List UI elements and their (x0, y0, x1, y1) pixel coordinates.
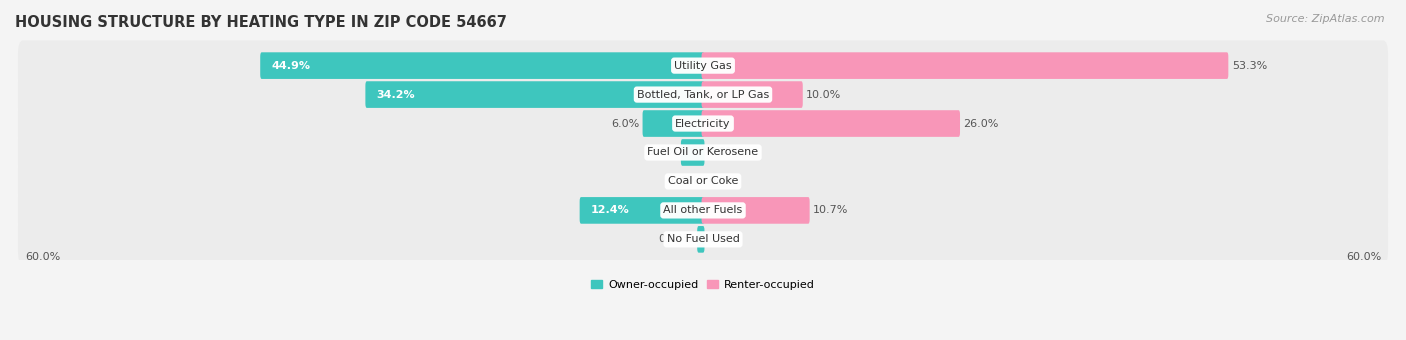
FancyBboxPatch shape (18, 185, 1388, 236)
Text: No Fuel Used: No Fuel Used (666, 234, 740, 244)
FancyBboxPatch shape (18, 156, 1388, 207)
FancyBboxPatch shape (366, 81, 704, 108)
FancyBboxPatch shape (643, 110, 704, 137)
Text: 12.4%: 12.4% (591, 205, 630, 216)
Text: 26.0%: 26.0% (963, 119, 998, 129)
Text: Utility Gas: Utility Gas (675, 61, 731, 71)
FancyBboxPatch shape (18, 69, 1388, 120)
Text: 0.0%: 0.0% (669, 176, 699, 186)
Text: HOUSING STRUCTURE BY HEATING TYPE IN ZIP CODE 54667: HOUSING STRUCTURE BY HEATING TYPE IN ZIP… (15, 15, 508, 30)
Text: 0.0%: 0.0% (707, 234, 737, 244)
Text: Electricity: Electricity (675, 119, 731, 129)
Text: 10.7%: 10.7% (813, 205, 848, 216)
FancyBboxPatch shape (702, 81, 803, 108)
FancyBboxPatch shape (697, 226, 704, 253)
FancyBboxPatch shape (702, 197, 810, 224)
Text: Coal or Coke: Coal or Coke (668, 176, 738, 186)
Text: 10.0%: 10.0% (806, 89, 841, 100)
Text: All other Fuels: All other Fuels (664, 205, 742, 216)
FancyBboxPatch shape (260, 52, 704, 79)
Text: 0.44%: 0.44% (658, 234, 693, 244)
Text: Fuel Oil or Kerosene: Fuel Oil or Kerosene (647, 148, 759, 157)
Text: Bottled, Tank, or LP Gas: Bottled, Tank, or LP Gas (637, 89, 769, 100)
FancyBboxPatch shape (18, 98, 1388, 149)
FancyBboxPatch shape (702, 110, 960, 137)
FancyBboxPatch shape (18, 214, 1388, 265)
FancyBboxPatch shape (18, 127, 1388, 178)
Text: 0.0%: 0.0% (707, 176, 737, 186)
Text: 60.0%: 60.0% (25, 252, 60, 262)
Text: 53.3%: 53.3% (1232, 61, 1267, 71)
Text: Source: ZipAtlas.com: Source: ZipAtlas.com (1267, 14, 1385, 23)
Text: 44.9%: 44.9% (271, 61, 311, 71)
FancyBboxPatch shape (681, 139, 704, 166)
Text: 2.1%: 2.1% (650, 148, 678, 157)
FancyBboxPatch shape (702, 52, 1229, 79)
Text: 60.0%: 60.0% (1346, 252, 1381, 262)
Text: 0.0%: 0.0% (707, 148, 737, 157)
Text: 34.2%: 34.2% (377, 89, 415, 100)
FancyBboxPatch shape (18, 40, 1388, 91)
FancyBboxPatch shape (579, 197, 704, 224)
Text: 6.0%: 6.0% (610, 119, 640, 129)
Legend: Owner-occupied, Renter-occupied: Owner-occupied, Renter-occupied (586, 275, 820, 294)
